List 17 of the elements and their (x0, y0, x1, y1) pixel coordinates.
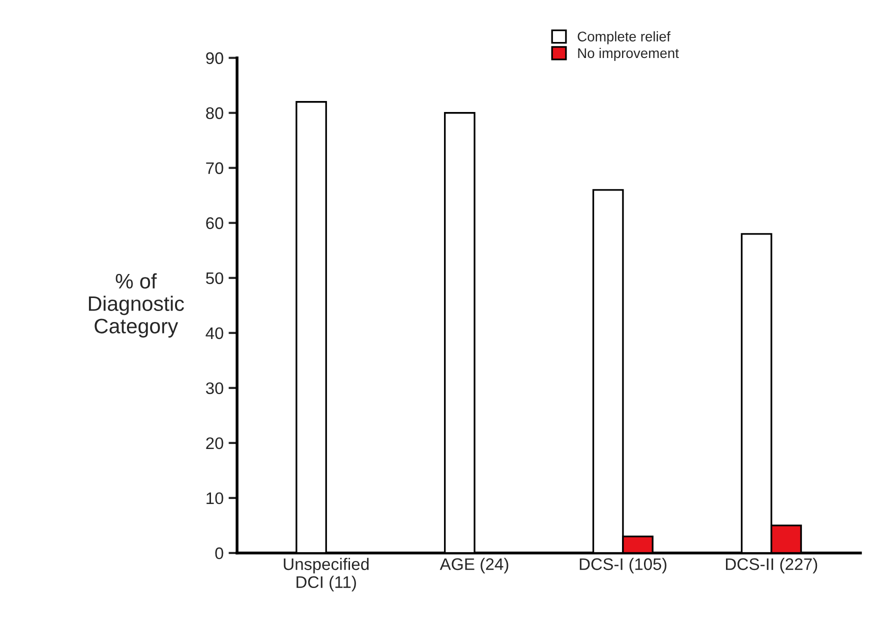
y-tick-label: 0 (215, 547, 224, 560)
y-tick-label: 70 (206, 162, 224, 174)
y-tick-label: 30 (206, 382, 224, 394)
y-tick-label: 40 (206, 327, 224, 340)
y-tick-label: 80 (206, 107, 224, 120)
y-tick-label: 20 (206, 437, 224, 450)
y-tick-label: 90 (206, 52, 224, 64)
y-tick-label: 60 (206, 217, 224, 230)
x-tick-label: DCS-I (105) (580, 558, 666, 574)
y-axis-title: % of Diagnostic Category (88, 273, 184, 338)
y-tick-label: 50 (206, 272, 224, 284)
x-tick-label: Unspecified DCI (11) (284, 558, 369, 592)
legend-label: Complete relief (578, 31, 670, 44)
legend-label: No improvement (578, 48, 679, 61)
y-tick-label: 10 (206, 492, 224, 504)
x-tick-label: DCS-II (227) (726, 558, 818, 574)
x-tick-label: AGE (24) (440, 558, 508, 574)
